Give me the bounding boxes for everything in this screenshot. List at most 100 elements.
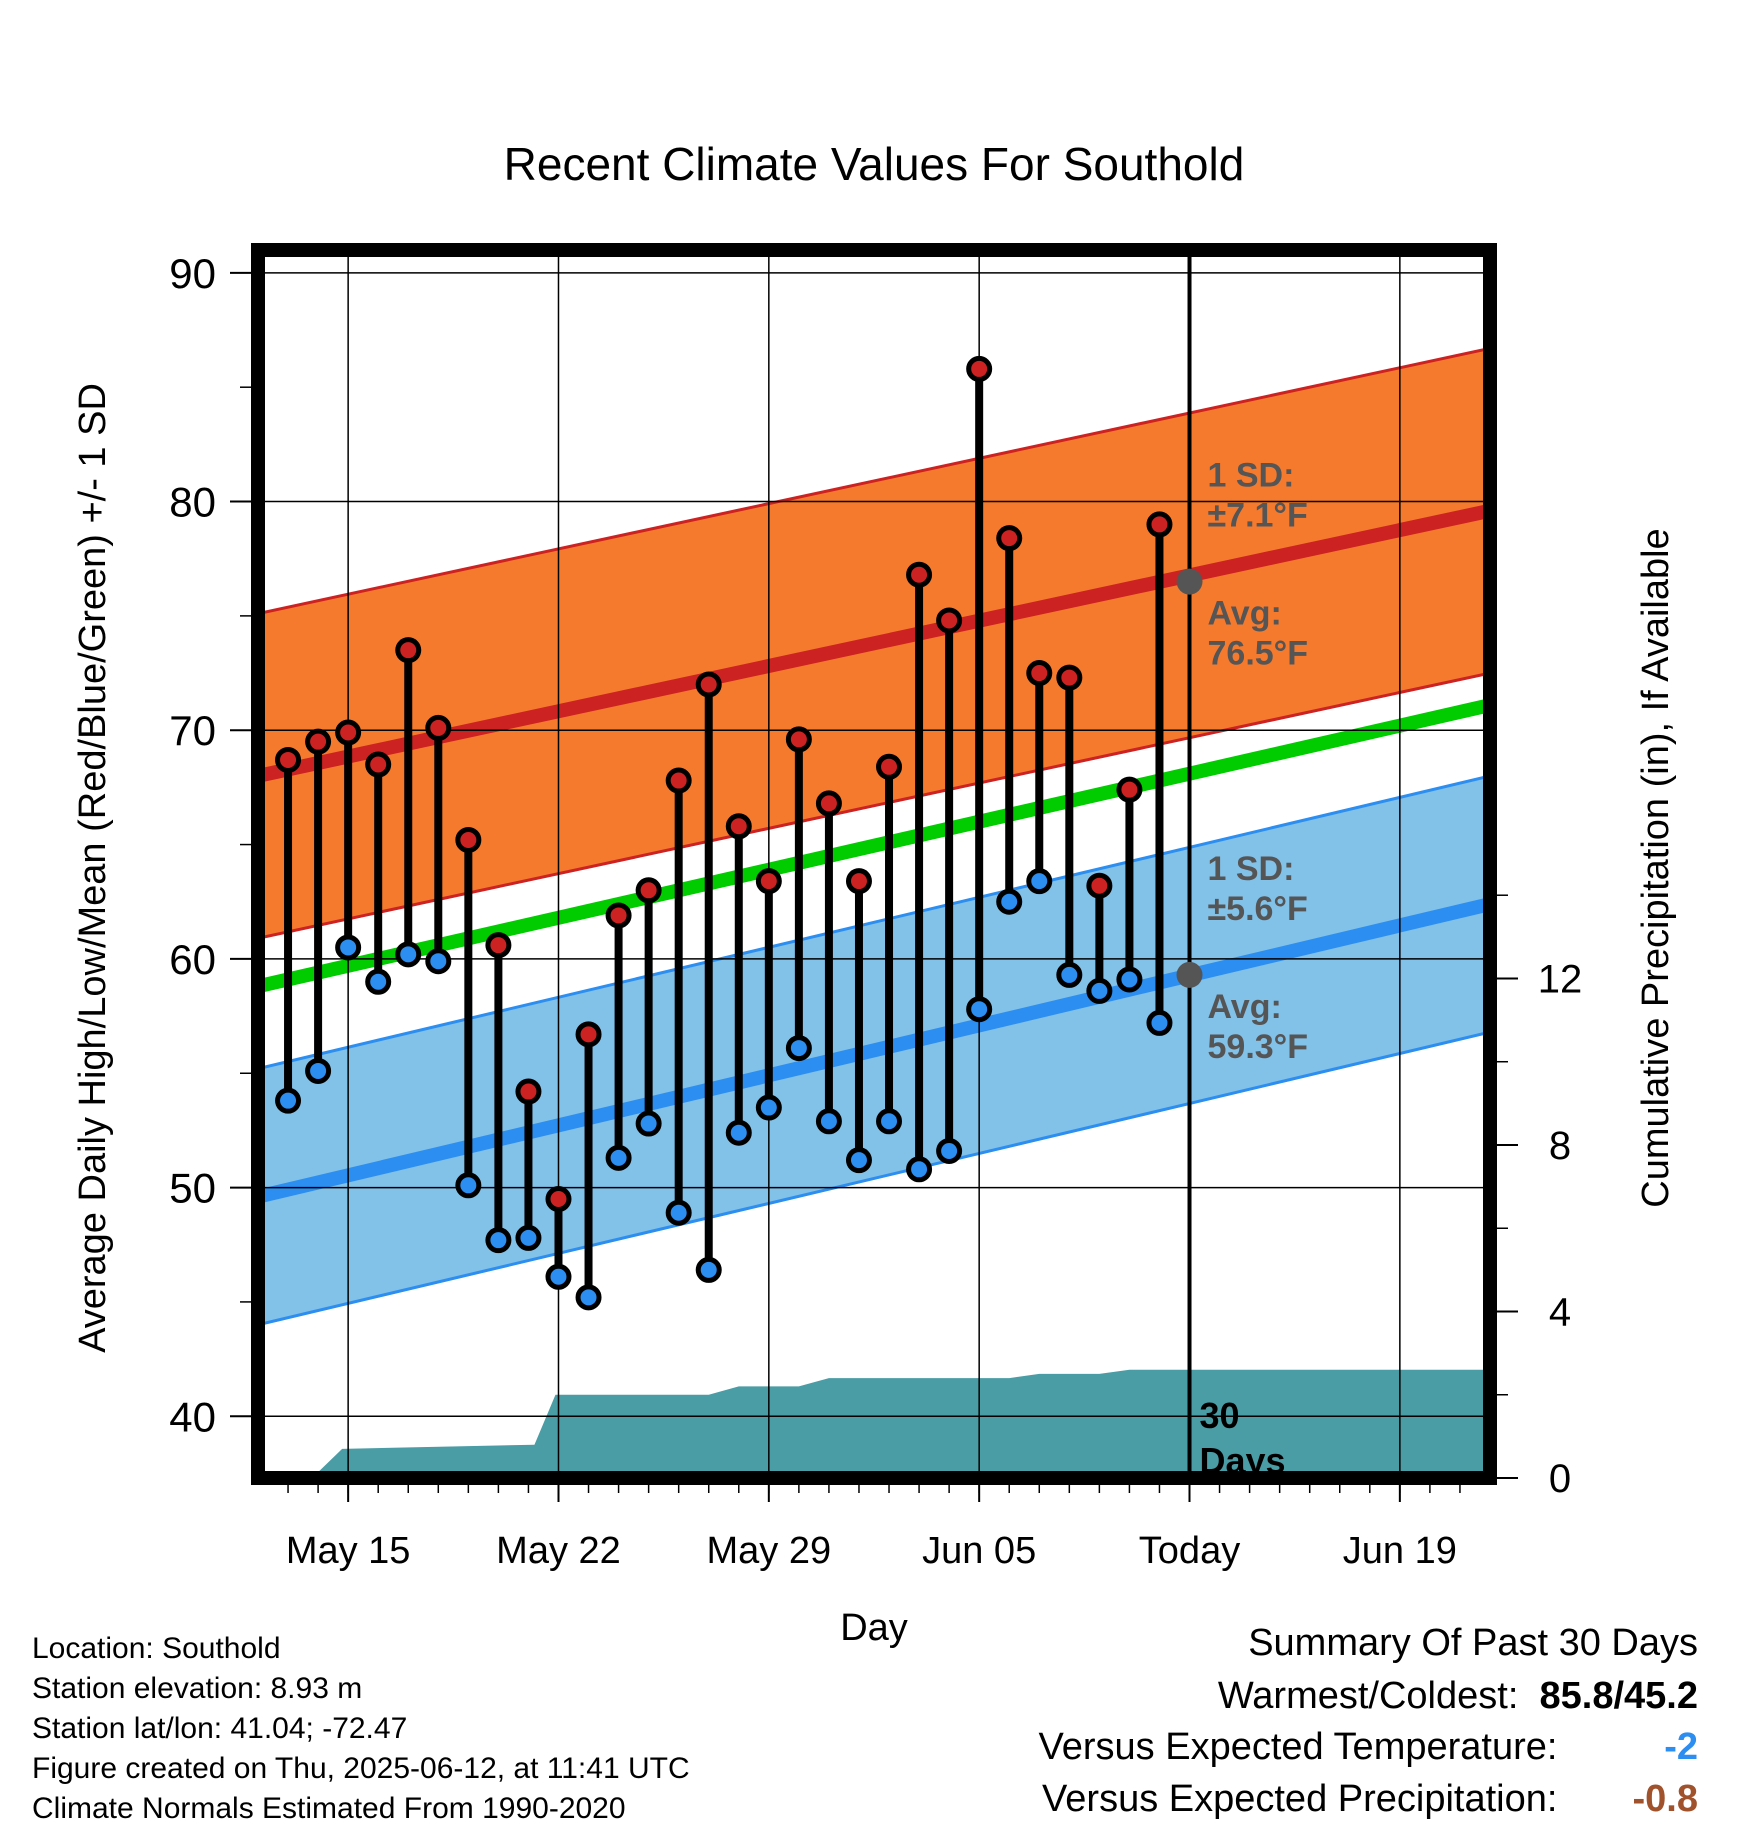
normal-low-line [258,897,1490,1204]
daily-high-point [545,1186,572,1213]
daily-high-point [1116,776,1143,803]
daily-high-point [785,726,812,753]
summary-warmest-label: Warmest/Coldest: [1217,1675,1519,1717]
y-right-tick-label-2: 8 [1549,1124,1571,1168]
x-axis-label: Day [840,1607,908,1649]
y-left-tick-label-1: 50 [169,1165,216,1212]
normal-high-line [258,503,1490,783]
daily-low-point [455,1172,482,1199]
daily-low-point [1056,961,1083,988]
daily-high-point [966,355,993,382]
chart-title: Recent Climate Values For Southold [504,138,1245,190]
y-right-tick-label-1: 4 [1549,1290,1571,1334]
x-tick-label-4: Today [1139,1530,1240,1572]
daily-high-point [906,561,933,588]
low-avg-label: Avg: [1208,988,1282,1026]
normal-low-band-upper-edge [258,774,1490,1071]
daily-high-point [515,1078,542,1105]
daily-high-point [845,868,872,895]
daily-low-point [395,941,422,968]
daily-high-point [725,813,752,840]
high-sd-label: 1 SD: [1208,457,1295,495]
y-axis-right-label: Cumulative Precipitation (in), If Availa… [1635,528,1677,1207]
daily-low-point [1086,977,1113,1004]
info-normals: Climate Normals Estimated From 1990-2020 [32,1792,626,1825]
normal-low-band-lower-edge [258,1030,1490,1327]
normal-high-band-lower-edge [258,671,1490,940]
x-tick-label-1: May 22 [496,1530,621,1572]
daily-low-point [996,888,1023,915]
low-sd-label: 1 SD: [1208,850,1295,888]
summary-temp-value: -2 [1664,1726,1698,1768]
daily-low-point [936,1137,963,1164]
daily-low-point [1116,966,1143,993]
daily-high-point [815,790,842,817]
daily-high-point [395,637,422,664]
daily-low-point [665,1199,692,1226]
daily-low-point [485,1227,512,1254]
daily-high-point [605,902,632,929]
daily-high-point [936,607,963,634]
high-avg-value: 76.5°F [1208,635,1309,673]
y-right-tick-label-3: 12 [1538,957,1583,1001]
daily-low-point [1146,1009,1173,1036]
y-left-tick-label-4: 80 [169,479,216,526]
daily-low-point [605,1144,632,1171]
daily-high-point [1146,511,1173,538]
daily-low-point [906,1156,933,1183]
daily-high-point [305,728,332,755]
y-axis-left-label: Average Daily High/Low/Mean (Red/Blue/Gr… [72,383,114,1353]
daily-high-point [275,746,302,773]
daily-low-point [815,1108,842,1135]
y-left-tick-label-5: 90 [169,250,216,297]
window-label-line-0: 30 [1200,1395,1240,1436]
today-normal-high-dot [1176,568,1203,595]
daily-low-point [365,968,392,995]
daily-high-point [1056,664,1083,691]
daily-low-point [1026,868,1053,895]
today-normal-low-dot [1176,961,1203,988]
x-tick-label-2: May 29 [707,1530,832,1572]
daily-high-point [665,767,692,794]
y-left-tick-label-3: 70 [169,707,216,754]
info-latlon: Station lat/lon: 41.04; -72.47 [32,1712,408,1745]
summary-temp-label: Versus Expected Temperature: [1038,1726,1558,1768]
daily-high-point [455,826,482,853]
high-sd-value: ±7.1°F [1208,497,1308,535]
daily-low-point [275,1087,302,1114]
plot-frame [251,243,1497,1485]
info-elevation: Station elevation: 8.93 m [32,1672,363,1705]
info-created: Figure created on Thu, 2025-06-12, at 11… [32,1752,690,1785]
daily-high-point [635,877,662,904]
daily-high-point [425,714,452,741]
x-tick-label-5: Jun 19 [1343,1530,1457,1572]
x-tick-label-3: Jun 05 [922,1530,1036,1572]
daily-low-point [515,1224,542,1251]
low-avg-value: 59.3°F [1208,1028,1309,1066]
y-left-tick-label-2: 60 [169,936,216,983]
summary-precip-value: -0.8 [1632,1778,1698,1820]
summary-precip: Versus Expected Precipitation: -0.8 [1042,1778,1698,1821]
daily-low-point [785,1035,812,1062]
info-location: Location: Southold [32,1632,281,1665]
daily-high-point [335,719,362,746]
y-left-tick-label-0: 40 [169,1393,216,1440]
daily-high-point [575,1021,602,1048]
daily-low-point [876,1108,903,1135]
daily-high-point [755,868,782,895]
daily-low-point [725,1119,752,1146]
daily-low-point [545,1263,572,1290]
daily-low-point [335,934,362,961]
daily-low-point [966,996,993,1023]
low-sd-value: ±5.6°F [1208,890,1308,928]
summary-warmest: Warmest/Coldest: 85.8/45.2 [1218,1675,1698,1718]
daily-low-point [575,1284,602,1311]
summary-title: Summary Of Past 30 Days [1248,1622,1698,1664]
daily-low-point [425,948,452,975]
summary-temp: Versus Expected Temperature: -2 [1039,1726,1698,1769]
high-avg-label: Avg: [1208,595,1282,633]
normal-high-band-upper-edge [258,346,1490,616]
daily-high-point [1086,872,1113,899]
